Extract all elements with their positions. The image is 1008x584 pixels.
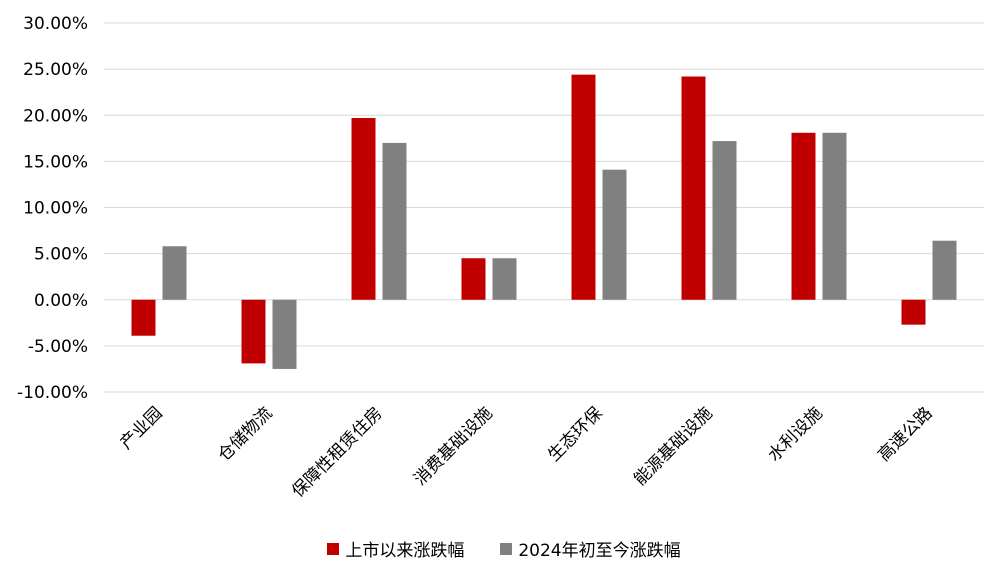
bars [131,74,957,369]
bar-series-1 [791,132,816,300]
bar-series-2 [932,240,957,300]
bar-series-1 [461,258,486,300]
x-tick-label: 水利设施 [764,403,826,465]
y-tick-label: 10.00% [23,199,88,219]
x-tick-label: 能源基础设施 [630,403,716,489]
bar-series-2 [272,299,297,369]
x-axis: 产业园 仓储物流 保障性租赁住房 消费基础设施 生态环保 能源基础设施 水利设施 高速公路 [116,403,936,501]
x-tick-label: 消费基础设施 [410,403,496,489]
bar-series-2 [602,169,627,300]
x-tick-label: 仓储物流 [214,403,276,465]
gridlines [104,22,984,393]
y-tick-label: 20.00% [23,106,88,126]
y-tick-label: -10.00% [17,383,88,403]
bar-series-2 [712,141,737,300]
bar-series-2 [492,258,517,300]
legend-swatch-series-1 [327,542,340,555]
bar-series-2 [162,246,187,300]
legend-label-series-1: 上市以来涨跌幅 [345,541,465,561]
legend: 上市以来涨跌幅 2024年初至今涨跌幅 [0,536,1008,561]
legend-item-series-2: 2024年初至今涨跌幅 [500,536,681,561]
bar-series-2 [822,132,847,300]
y-tick-label: 15.00% [23,152,88,172]
x-tick-label: 生态环保 [544,403,606,465]
legend-label-series-2: 2024年初至今涨跌幅 [518,541,681,561]
bar-series-1 [901,299,926,325]
x-tick-label: 产业园 [116,403,166,453]
x-tick-label: 保障性租赁住房 [288,403,386,501]
y-tick-label: 25.00% [23,60,88,80]
y-tick-label: 30.00% [23,14,88,34]
y-tick-label: 0.00% [34,291,88,311]
bar-series-1 [681,76,706,300]
bar-series-1 [571,74,596,300]
bar-series-1 [131,299,156,336]
x-tick-label: 高速公路 [874,403,936,465]
legend-item-series-1: 上市以来涨跌幅 [327,536,464,561]
y-tick-label: 5.00% [34,245,88,265]
bar-series-2 [382,142,407,300]
y-axis: 30.00% 25.00% 20.00% 15.00% 10.00% 5.00% 0.00%… [17,14,88,403]
bar-series-1 [351,118,376,300]
legend-swatch-series-2 [500,542,513,555]
y-tick-label: -5.00% [28,337,88,357]
bar-series-1 [241,299,266,364]
